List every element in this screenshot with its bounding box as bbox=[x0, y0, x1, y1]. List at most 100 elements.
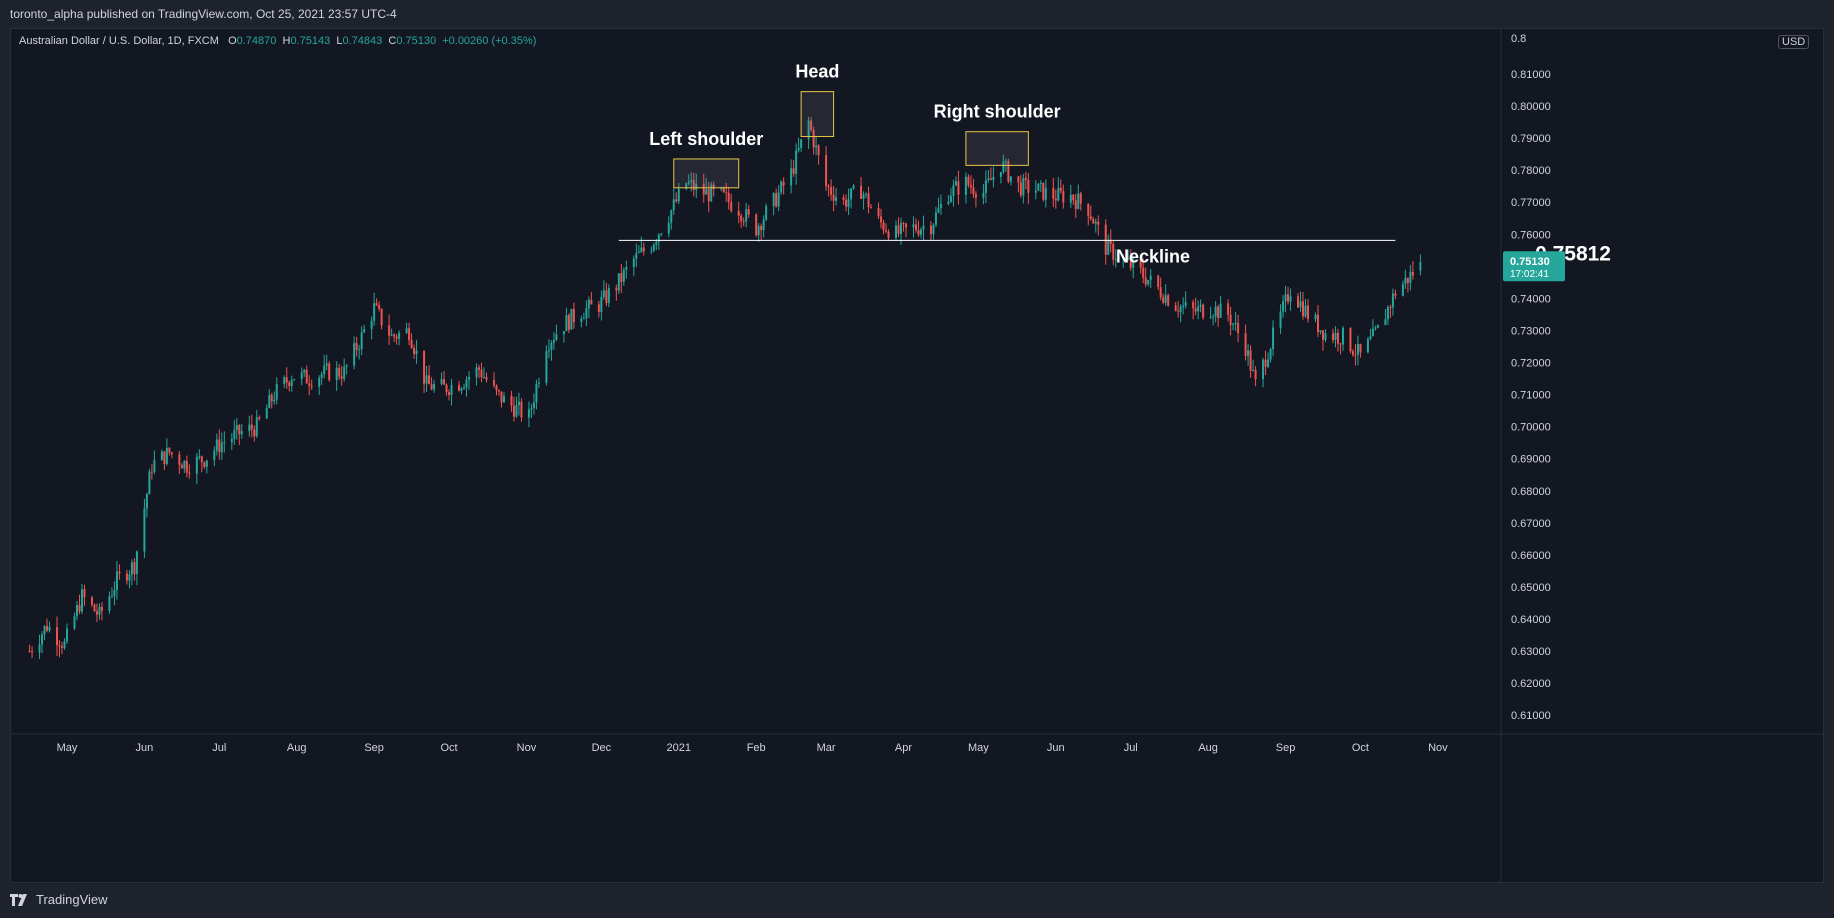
candle-body bbox=[657, 234, 660, 243]
candle-body bbox=[870, 207, 873, 209]
tradingview-logo-icon bbox=[10, 893, 27, 906]
candle bbox=[932, 223, 935, 240]
candle bbox=[999, 171, 1002, 184]
price-tick-label: 0.73000 bbox=[1511, 325, 1551, 337]
candle-body bbox=[1244, 333, 1247, 356]
candle bbox=[433, 379, 436, 393]
candle-body bbox=[405, 328, 408, 333]
candle-body bbox=[1371, 328, 1374, 337]
candle-body bbox=[93, 604, 96, 612]
candle-body bbox=[762, 219, 765, 231]
candle-body bbox=[305, 369, 308, 384]
chart-pane[interactable]: Left shoulder Head Right shoulder Neckline 0… bbox=[10, 28, 1825, 884]
candle bbox=[63, 638, 66, 650]
candle-body bbox=[842, 197, 845, 200]
candle-body bbox=[845, 199, 848, 207]
candle bbox=[567, 313, 570, 333]
candle bbox=[865, 192, 868, 199]
candle bbox=[153, 450, 156, 475]
currency-button[interactable]: USD bbox=[1778, 35, 1810, 49]
time-tick-label: Aug bbox=[287, 742, 307, 754]
candle bbox=[118, 564, 121, 580]
candle bbox=[113, 581, 116, 606]
candle bbox=[185, 455, 188, 478]
candle bbox=[370, 316, 373, 340]
candle-body bbox=[1069, 194, 1072, 203]
candle bbox=[41, 631, 44, 654]
candle-body bbox=[205, 460, 208, 467]
candle-body bbox=[58, 645, 61, 647]
candle bbox=[1144, 267, 1147, 288]
candle-body bbox=[967, 176, 970, 186]
candle bbox=[520, 398, 523, 422]
candle bbox=[685, 182, 688, 191]
candle bbox=[772, 192, 775, 216]
candle-body bbox=[66, 628, 68, 642]
candle bbox=[810, 117, 813, 132]
candle-body bbox=[1287, 294, 1290, 302]
candle bbox=[510, 390, 513, 412]
candle bbox=[792, 160, 795, 177]
candle bbox=[532, 393, 535, 415]
candle bbox=[570, 308, 573, 330]
candle bbox=[815, 136, 818, 156]
candle-body bbox=[213, 450, 216, 461]
candle-body bbox=[1252, 370, 1255, 372]
candle bbox=[78, 594, 81, 615]
candle-body bbox=[478, 367, 481, 370]
open-label: O bbox=[228, 35, 237, 47]
candle-body bbox=[1129, 258, 1132, 268]
candle-body bbox=[375, 303, 378, 306]
candle-body bbox=[587, 299, 590, 309]
candle-body bbox=[165, 447, 168, 465]
candle bbox=[1127, 249, 1130, 261]
candle bbox=[1349, 327, 1352, 354]
candle-body bbox=[310, 385, 313, 387]
candle-body bbox=[163, 451, 166, 465]
candle bbox=[273, 391, 276, 405]
tradingview-logo[interactable]: TradingView bbox=[10, 892, 108, 907]
candle bbox=[303, 368, 306, 378]
candle-body bbox=[974, 194, 977, 198]
candle-body bbox=[220, 442, 223, 453]
price-chart[interactable]: Left shoulder Head Right shoulder Neckline 0… bbox=[11, 29, 1825, 884]
candle bbox=[458, 380, 461, 392]
candle bbox=[475, 363, 478, 386]
candle-body bbox=[413, 347, 416, 354]
candle-body bbox=[1389, 306, 1392, 308]
price-tick-label: 0.80000 bbox=[1511, 101, 1551, 113]
candle-body bbox=[1264, 359, 1267, 367]
candle bbox=[425, 365, 428, 393]
candle bbox=[310, 379, 313, 390]
candle-body bbox=[1107, 239, 1110, 255]
candle bbox=[1384, 309, 1387, 326]
candle-body bbox=[1112, 243, 1115, 260]
candle-body bbox=[615, 288, 618, 291]
candle-body bbox=[238, 425, 241, 435]
candle-body bbox=[660, 233, 663, 235]
candle bbox=[440, 372, 443, 386]
candle-body bbox=[1077, 193, 1080, 209]
candle-body bbox=[1057, 187, 1060, 201]
candle bbox=[1039, 180, 1042, 193]
open-value: 0.74870 bbox=[236, 35, 277, 47]
candle bbox=[972, 178, 975, 198]
candle-body bbox=[43, 626, 46, 635]
time-tick-label: Jul bbox=[212, 742, 226, 754]
candle-body bbox=[200, 456, 203, 463]
candle-body bbox=[363, 329, 366, 333]
candle-body bbox=[373, 303, 376, 321]
candle bbox=[223, 431, 226, 453]
candle bbox=[1391, 288, 1394, 316]
candle-body bbox=[1237, 322, 1240, 334]
candle bbox=[1234, 312, 1237, 331]
candle bbox=[725, 182, 728, 202]
candle-body bbox=[482, 377, 485, 379]
candle-body bbox=[1114, 259, 1117, 261]
candle-body bbox=[817, 145, 820, 156]
candle bbox=[657, 233, 660, 250]
candle bbox=[1059, 179, 1062, 194]
candle bbox=[1112, 241, 1115, 266]
candle bbox=[850, 188, 853, 209]
candle bbox=[830, 179, 833, 201]
